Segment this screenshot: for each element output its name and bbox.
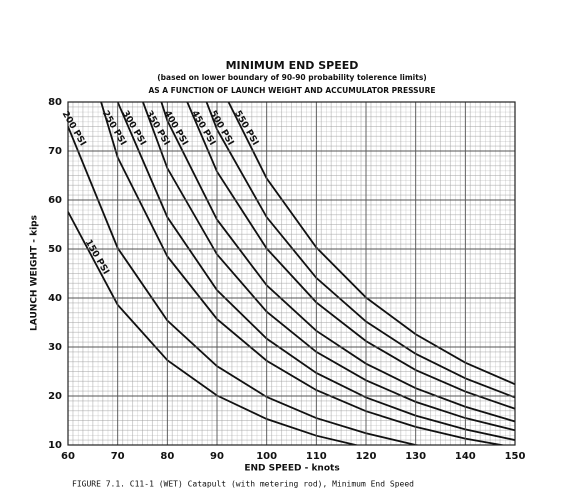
chart-subtitle: AS A FUNCTION OF LAUNCH WEIGHT AND ACCUM… <box>148 86 435 95</box>
chart-subtitle: (based on lower boundary of 90-90 probab… <box>157 73 426 82</box>
curve <box>100 102 507 445</box>
x-tick-label: 100 <box>256 451 277 462</box>
x-tick-label: 90 <box>210 451 224 462</box>
y-tick-label: 40 <box>48 293 62 304</box>
y-tick-label: 50 <box>48 244 62 255</box>
y-tick-label: 10 <box>48 440 62 451</box>
curve <box>205 102 515 399</box>
figure-caption: FIGURE 7.1. C11-1 (WET) Catapult (with m… <box>72 480 414 489</box>
plot-frame <box>67 101 516 446</box>
x-axis-label: END SPEED - knots <box>244 464 339 474</box>
y-tick-label: 70 <box>48 146 62 157</box>
curve <box>186 102 515 410</box>
y-axis-label: LAUNCH WEIGHT - kips <box>30 215 40 331</box>
x-tick-label: 110 <box>306 451 327 462</box>
x-tick-label: 140 <box>455 451 476 462</box>
x-tick-label: 150 <box>505 451 526 462</box>
x-tick-label: 130 <box>405 451 426 462</box>
curve <box>116 102 515 441</box>
y-tick-label: 20 <box>48 391 62 402</box>
x-tick-label: 120 <box>356 451 377 462</box>
y-tick-label: 80 <box>48 97 62 108</box>
y-tick-label: 60 <box>48 195 62 206</box>
x-tick-label: 60 <box>61 451 75 462</box>
x-tick-label: 70 <box>111 451 125 462</box>
y-tick-label: 30 <box>48 342 62 353</box>
curve <box>68 211 360 445</box>
x-tick-label: 80 <box>160 451 174 462</box>
chart-title: MINIMUM END SPEED <box>226 59 359 72</box>
